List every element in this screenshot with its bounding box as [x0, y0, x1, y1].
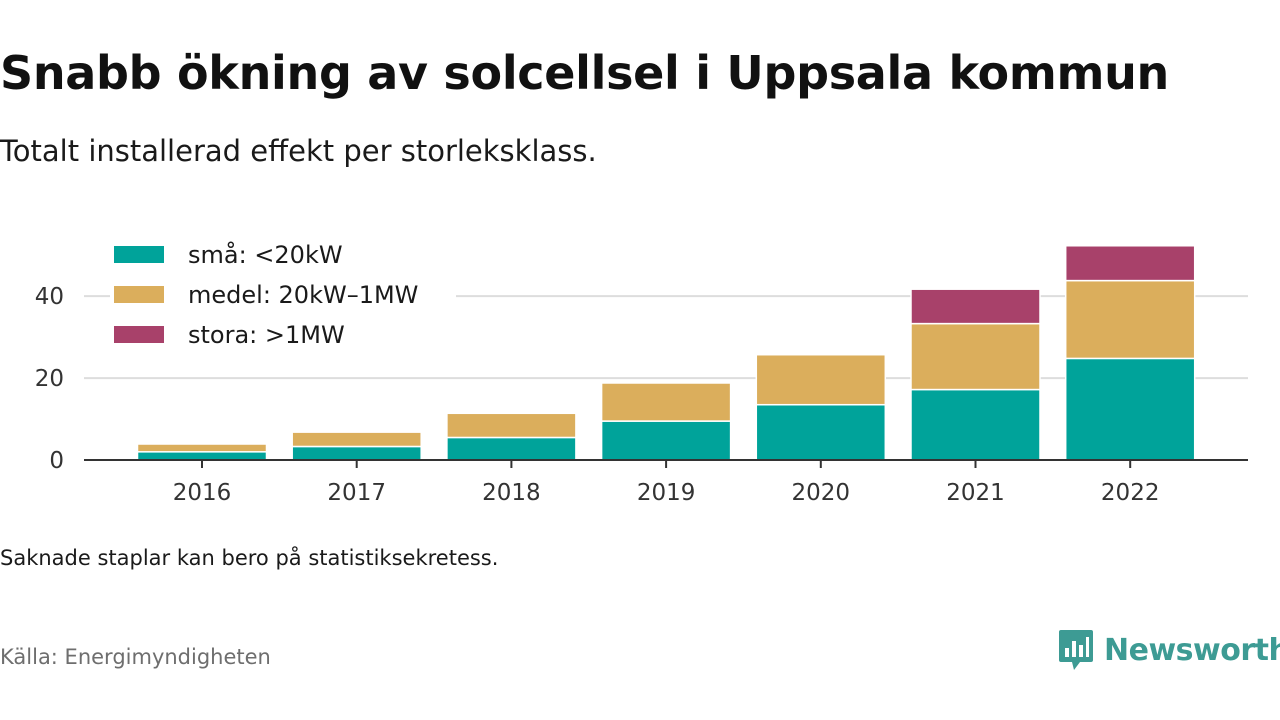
legend-swatch-0 — [114, 246, 164, 263]
y-tick-label-20: 20 — [35, 366, 64, 392]
chart-subtitle: Totalt installerad effekt per storlekskl… — [0, 134, 597, 168]
bar-2021-series-1 — [910, 322, 1041, 391]
bar-2017-series-1 — [291, 431, 422, 448]
bar-2019-series-1 — [600, 382, 732, 422]
x-tick-label-2016: 2016 — [173, 480, 232, 506]
x-tick-label-2017: 2017 — [327, 480, 386, 506]
y-tick-label-40: 40 — [35, 284, 64, 310]
legend-swatch-1 — [114, 286, 164, 303]
legend-label-2: stora: >1MW — [188, 321, 345, 349]
x-tick-label-2022: 2022 — [1101, 480, 1160, 506]
source-label: Källa: Energimyndigheten — [0, 645, 271, 669]
bar-2022-series-2 — [1064, 245, 1196, 282]
legend-swatch-2 — [114, 326, 164, 343]
bar-2022-series-1 — [1064, 279, 1196, 360]
bar-2022-series-0 — [1064, 357, 1196, 461]
y-tick-label-0: 0 — [49, 448, 64, 474]
bar-2018-series-0 — [446, 436, 577, 461]
legend-label-1: medel: 20kW–1MW — [188, 281, 418, 309]
bar-2021-series-0 — [910, 388, 1041, 461]
x-tick-label-2019: 2019 — [637, 480, 696, 506]
x-tick-label-2018: 2018 — [482, 480, 541, 506]
legend-bg-1 — [110, 276, 456, 312]
newsworthy-logo-icon — [1059, 630, 1093, 670]
newsworthy-logo-text: Newsworthy — [1104, 632, 1280, 668]
bar-2020-series-1 — [755, 353, 887, 406]
footnote: Saknade staplar kan bero på statistiksek… — [0, 546, 499, 570]
x-tick-label-2020: 2020 — [792, 480, 851, 506]
bar-2020-series-0 — [755, 403, 887, 461]
legend-label-0: små: <20kW — [188, 240, 343, 269]
newsworthy-logo: Newsworthy — [1058, 628, 1280, 672]
bar-2016-series-0 — [136, 451, 268, 461]
bar-2017-series-0 — [291, 445, 422, 461]
bar-2018-series-1 — [446, 412, 577, 439]
bar-2016-series-1 — [136, 443, 268, 453]
chart-title: Snabb ökning av solcellsel i Uppsala kom… — [0, 46, 1169, 100]
x-tick-label-2021: 2021 — [946, 480, 1005, 506]
stacked-bar-chart: 0 20 40 2016 2017 2018 2019 2020 2021 2022 små: <2… — [34, 240, 1248, 506]
bar-2019-series-0 — [600, 420, 732, 461]
bar-2021-series-2 — [910, 288, 1041, 325]
